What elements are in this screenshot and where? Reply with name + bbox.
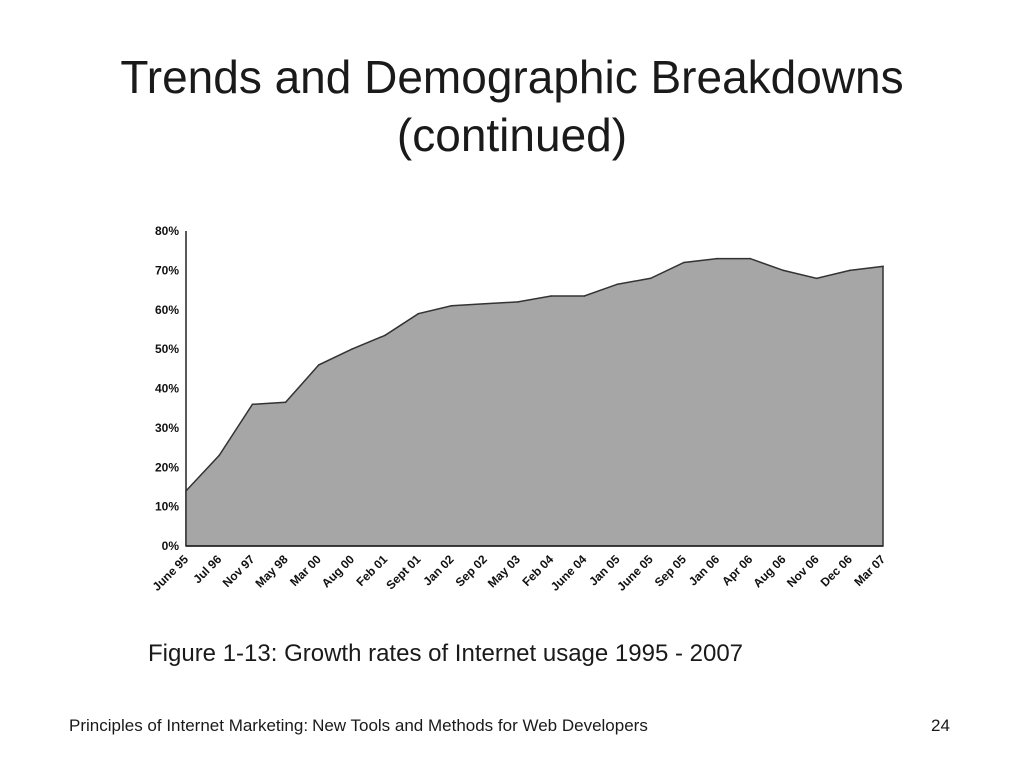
x-tick-label: Jan 02 [420, 552, 457, 589]
x-tick-label: Aug 00 [319, 552, 357, 590]
y-tick-label: 10% [155, 500, 179, 514]
y-tick-label: 50% [155, 342, 179, 356]
x-tick-label: Sept 01 [383, 552, 423, 592]
data-point [815, 277, 818, 280]
data-point [882, 265, 884, 268]
x-tick-label: June 95 [150, 552, 192, 594]
x-tick-label: Dec 06 [818, 552, 855, 589]
usage-area [185, 257, 884, 547]
data-point [749, 257, 751, 260]
slide-title-line2: (continued) [396, 109, 628, 161]
data-point [649, 277, 652, 280]
x-tick-label: June 04 [548, 552, 590, 594]
x-tick-label: May 03 [485, 552, 523, 590]
internet-usage-area-chart: 0% 10% 20% 30% 40% 50% 60% 70% 80% June 95 Jul 96… [150, 224, 889, 594]
data-point [251, 403, 254, 406]
data-point [284, 401, 287, 404]
data-point [185, 490, 187, 492]
y-tick-label: 40% [155, 382, 179, 396]
data-point [683, 261, 685, 264]
x-tick-label: Sep 05 [652, 552, 689, 589]
x-tick-label: Jan 06 [686, 552, 723, 589]
x-tick-label: Aug 06 [750, 552, 788, 590]
data-point [517, 301, 519, 303]
y-tick-label: 30% [155, 421, 179, 435]
x-tick-label: Nov 06 [784, 552, 822, 590]
x-tick-label: June 05 [614, 552, 656, 594]
page-number: 24 [931, 716, 950, 735]
data-point [550, 295, 552, 297]
x-tick-label: Nov 97 [220, 552, 258, 590]
footer-book-title: Principles of Internet Marketing: [69, 716, 309, 735]
figure-caption: Figure 1-13: Growth rates of Internet us… [148, 640, 744, 667]
x-tick-label: Mar 00 [287, 552, 324, 589]
data-point [318, 364, 320, 366]
x-tick-label: Sep 02 [453, 552, 490, 589]
y-tick-label: 80% [155, 224, 179, 238]
data-point [583, 295, 586, 297]
data-point [384, 334, 386, 337]
y-tick-label: 0% [162, 539, 180, 553]
footer-book-subtitle: New Tools and Methods for Web Developers [312, 716, 648, 735]
data-point [483, 303, 486, 305]
y-tick-label: 20% [155, 460, 179, 474]
y-axis: 0% 10% 20% 30% 40% 50% 60% 70% 80% [155, 224, 187, 553]
data-point [218, 454, 220, 457]
data-point [849, 269, 851, 272]
slide-title-line1: Trends and Demographic Breakdowns [120, 51, 904, 103]
area-series [185, 257, 884, 547]
x-tick-label: Apr 06 [719, 552, 756, 589]
x-tick-label: May 98 [252, 552, 290, 590]
data-point [782, 269, 785, 272]
y-tick-label: 70% [155, 263, 179, 277]
data-point [716, 257, 718, 260]
data-point [616, 283, 619, 286]
footer: Principles of Internet Marketing: New Too… [69, 716, 648, 736]
x-tick-label: Mar 07 [851, 552, 888, 589]
slide-title: Trends and Demographic Breakdowns (conti… [0, 48, 1024, 164]
data-point [450, 305, 453, 307]
data-point [417, 312, 420, 315]
data-point [351, 348, 353, 350]
y-tick-label: 60% [155, 303, 179, 317]
